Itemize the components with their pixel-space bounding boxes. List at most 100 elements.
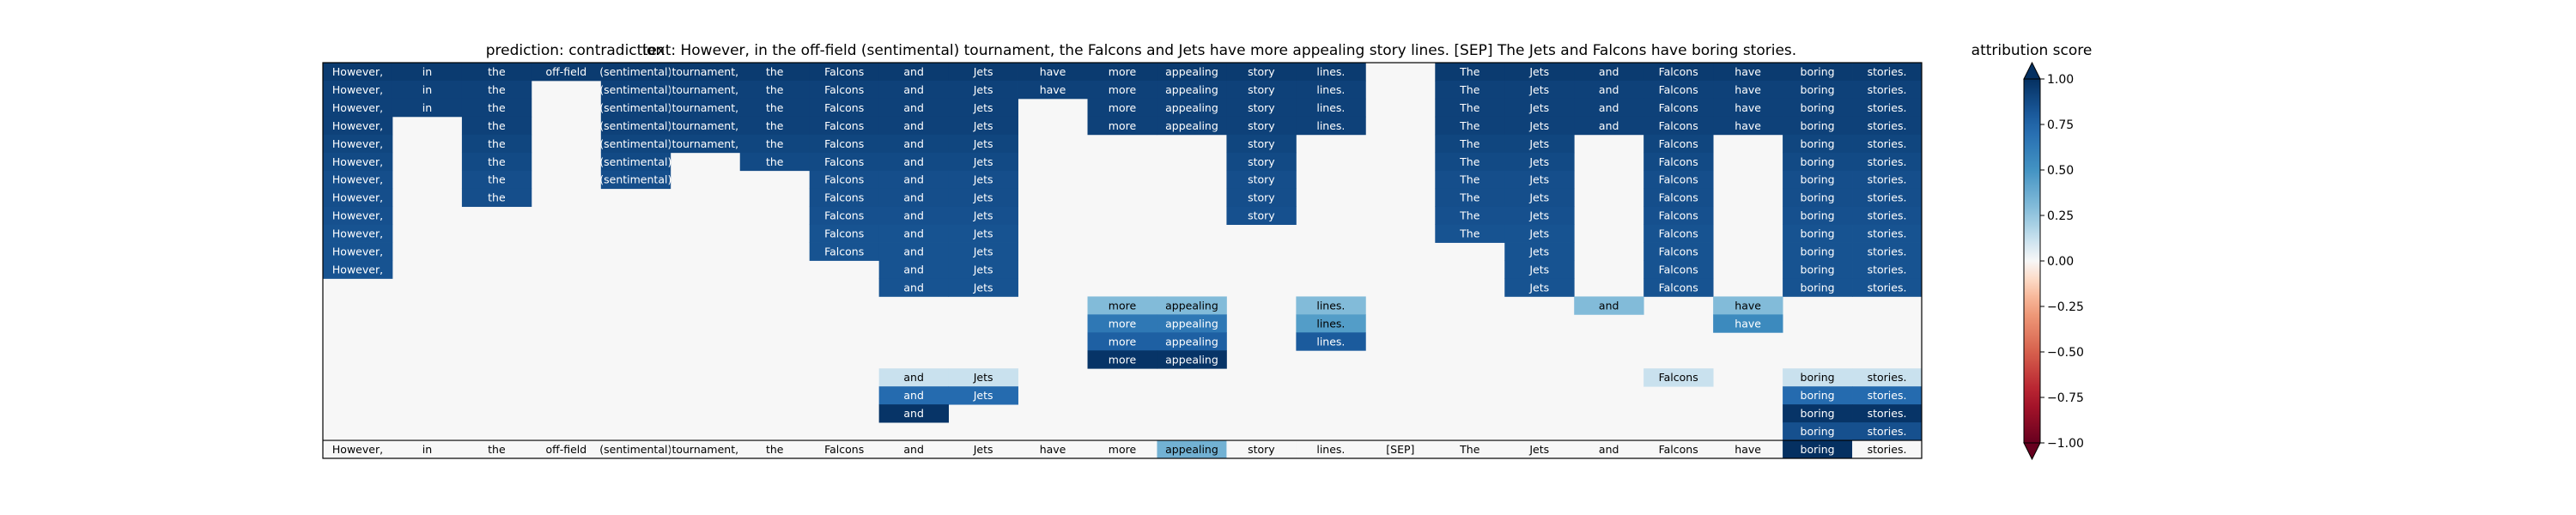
token-label: Jets: [973, 155, 993, 168]
token-cell: [1296, 63, 1366, 82]
token-label: and: [1599, 119, 1619, 132]
token-label: Jets: [1528, 191, 1549, 204]
token-label: stories.: [1868, 137, 1907, 150]
token-cell: [948, 134, 1018, 154]
token-label: and: [903, 65, 924, 78]
token-label: [SEP]: [1386, 443, 1414, 456]
attribution-cell: [1365, 440, 1436, 459]
token-cell: [809, 224, 880, 243]
token-cell: [948, 116, 1018, 136]
token-label: Falcons: [824, 209, 864, 222]
token-cell: [1643, 98, 1714, 118]
token-cell: [878, 116, 950, 136]
token-cell: [1783, 368, 1853, 387]
token-cell: [948, 260, 1018, 279]
token-label: However,: [332, 209, 383, 222]
token-label: appealing: [1165, 353, 1218, 366]
token-label: the: [766, 83, 784, 96]
token-label: and: [903, 263, 924, 276]
token-label: boring: [1801, 245, 1835, 258]
token-cell: [600, 116, 671, 136]
token-cell: [1643, 116, 1714, 136]
token-cell: [461, 80, 532, 100]
token-label: However,: [332, 155, 383, 168]
token-label: Jets: [1528, 209, 1549, 222]
token-label: appealing: [1165, 299, 1218, 312]
token-cell: [1713, 98, 1783, 118]
token-label: Falcons: [824, 245, 864, 258]
token-cell: [1852, 386, 1923, 405]
token-cell: [323, 260, 393, 279]
token-cell: [1783, 170, 1853, 190]
token-label: Jets: [1528, 155, 1549, 168]
token-cell: [670, 116, 741, 136]
attribution-cell: [392, 440, 463, 459]
attribution-cell: [670, 440, 741, 459]
token-label: Jets: [973, 119, 993, 132]
token-label: stories.: [1868, 263, 1907, 276]
token-label: Falcons: [824, 443, 864, 456]
token-label: the: [488, 101, 506, 114]
token-cell: [1783, 116, 1853, 136]
token-cell: [1783, 98, 1853, 118]
token-label: Falcons: [824, 119, 864, 132]
token-label: Falcons: [824, 137, 864, 150]
token-label: story: [1248, 173, 1275, 186]
token-cell: [878, 134, 950, 154]
token-label: Jets: [973, 173, 993, 186]
token-cell: [323, 134, 393, 154]
token-cell: [1504, 80, 1575, 100]
token-cell: [461, 134, 532, 154]
token-cell: [1643, 170, 1714, 190]
colorbar-tick-label: −1.00: [2047, 437, 2084, 451]
token-cell: [1435, 134, 1505, 154]
token-cell: [1504, 242, 1575, 261]
token-label: (sentimental): [599, 137, 671, 150]
token-cell: [1783, 404, 1853, 423]
token-label: have: [1735, 317, 1761, 330]
token-label: tournament,: [671, 101, 738, 114]
token-cell: [1643, 260, 1714, 279]
token-label: more: [1109, 443, 1137, 456]
token-label: the: [488, 83, 506, 96]
token-cell: [1296, 80, 1366, 100]
token-label: However,: [332, 191, 383, 204]
token-label: more: [1109, 299, 1137, 312]
token-label: stories.: [1868, 101, 1907, 114]
token-cell: [1852, 116, 1923, 136]
token-label: appealing: [1165, 83, 1218, 96]
token-cell: [878, 170, 950, 190]
attribution-cell: [739, 440, 811, 459]
token-cell: [1852, 63, 1923, 82]
token-label: Jets: [973, 191, 993, 204]
token-cell: [948, 188, 1018, 208]
token-cell: [878, 224, 950, 243]
token-label: stories.: [1868, 425, 1907, 438]
attribution-cell: [1296, 440, 1366, 459]
token-cell: [1852, 368, 1923, 387]
token-label: tournament,: [671, 443, 738, 456]
token-cell: [1087, 332, 1157, 351]
token-cell: [1574, 296, 1644, 315]
token-cell: [1852, 404, 1923, 423]
token-cell: [1852, 152, 1923, 172]
token-label: Jets: [973, 371, 993, 384]
token-label: Falcons: [1659, 371, 1698, 384]
token-cell: [392, 63, 463, 82]
token-label: The: [1459, 137, 1480, 150]
token-label: The: [1459, 65, 1480, 78]
token-cell: [1157, 98, 1227, 118]
token-label: and: [903, 173, 924, 186]
token-label: the: [488, 173, 506, 186]
colorbar-tick-label: 0.50: [2047, 164, 2074, 178]
token-label: boring: [1801, 371, 1835, 384]
token-label: tournament,: [671, 83, 738, 96]
token-label: stories.: [1868, 119, 1907, 132]
token-label: lines.: [1316, 65, 1345, 78]
token-label: the: [766, 137, 784, 150]
token-label: tournament,: [671, 119, 738, 132]
token-label: boring: [1801, 389, 1835, 402]
token-label: Jets: [1528, 443, 1549, 456]
token-cell: [1643, 278, 1714, 297]
